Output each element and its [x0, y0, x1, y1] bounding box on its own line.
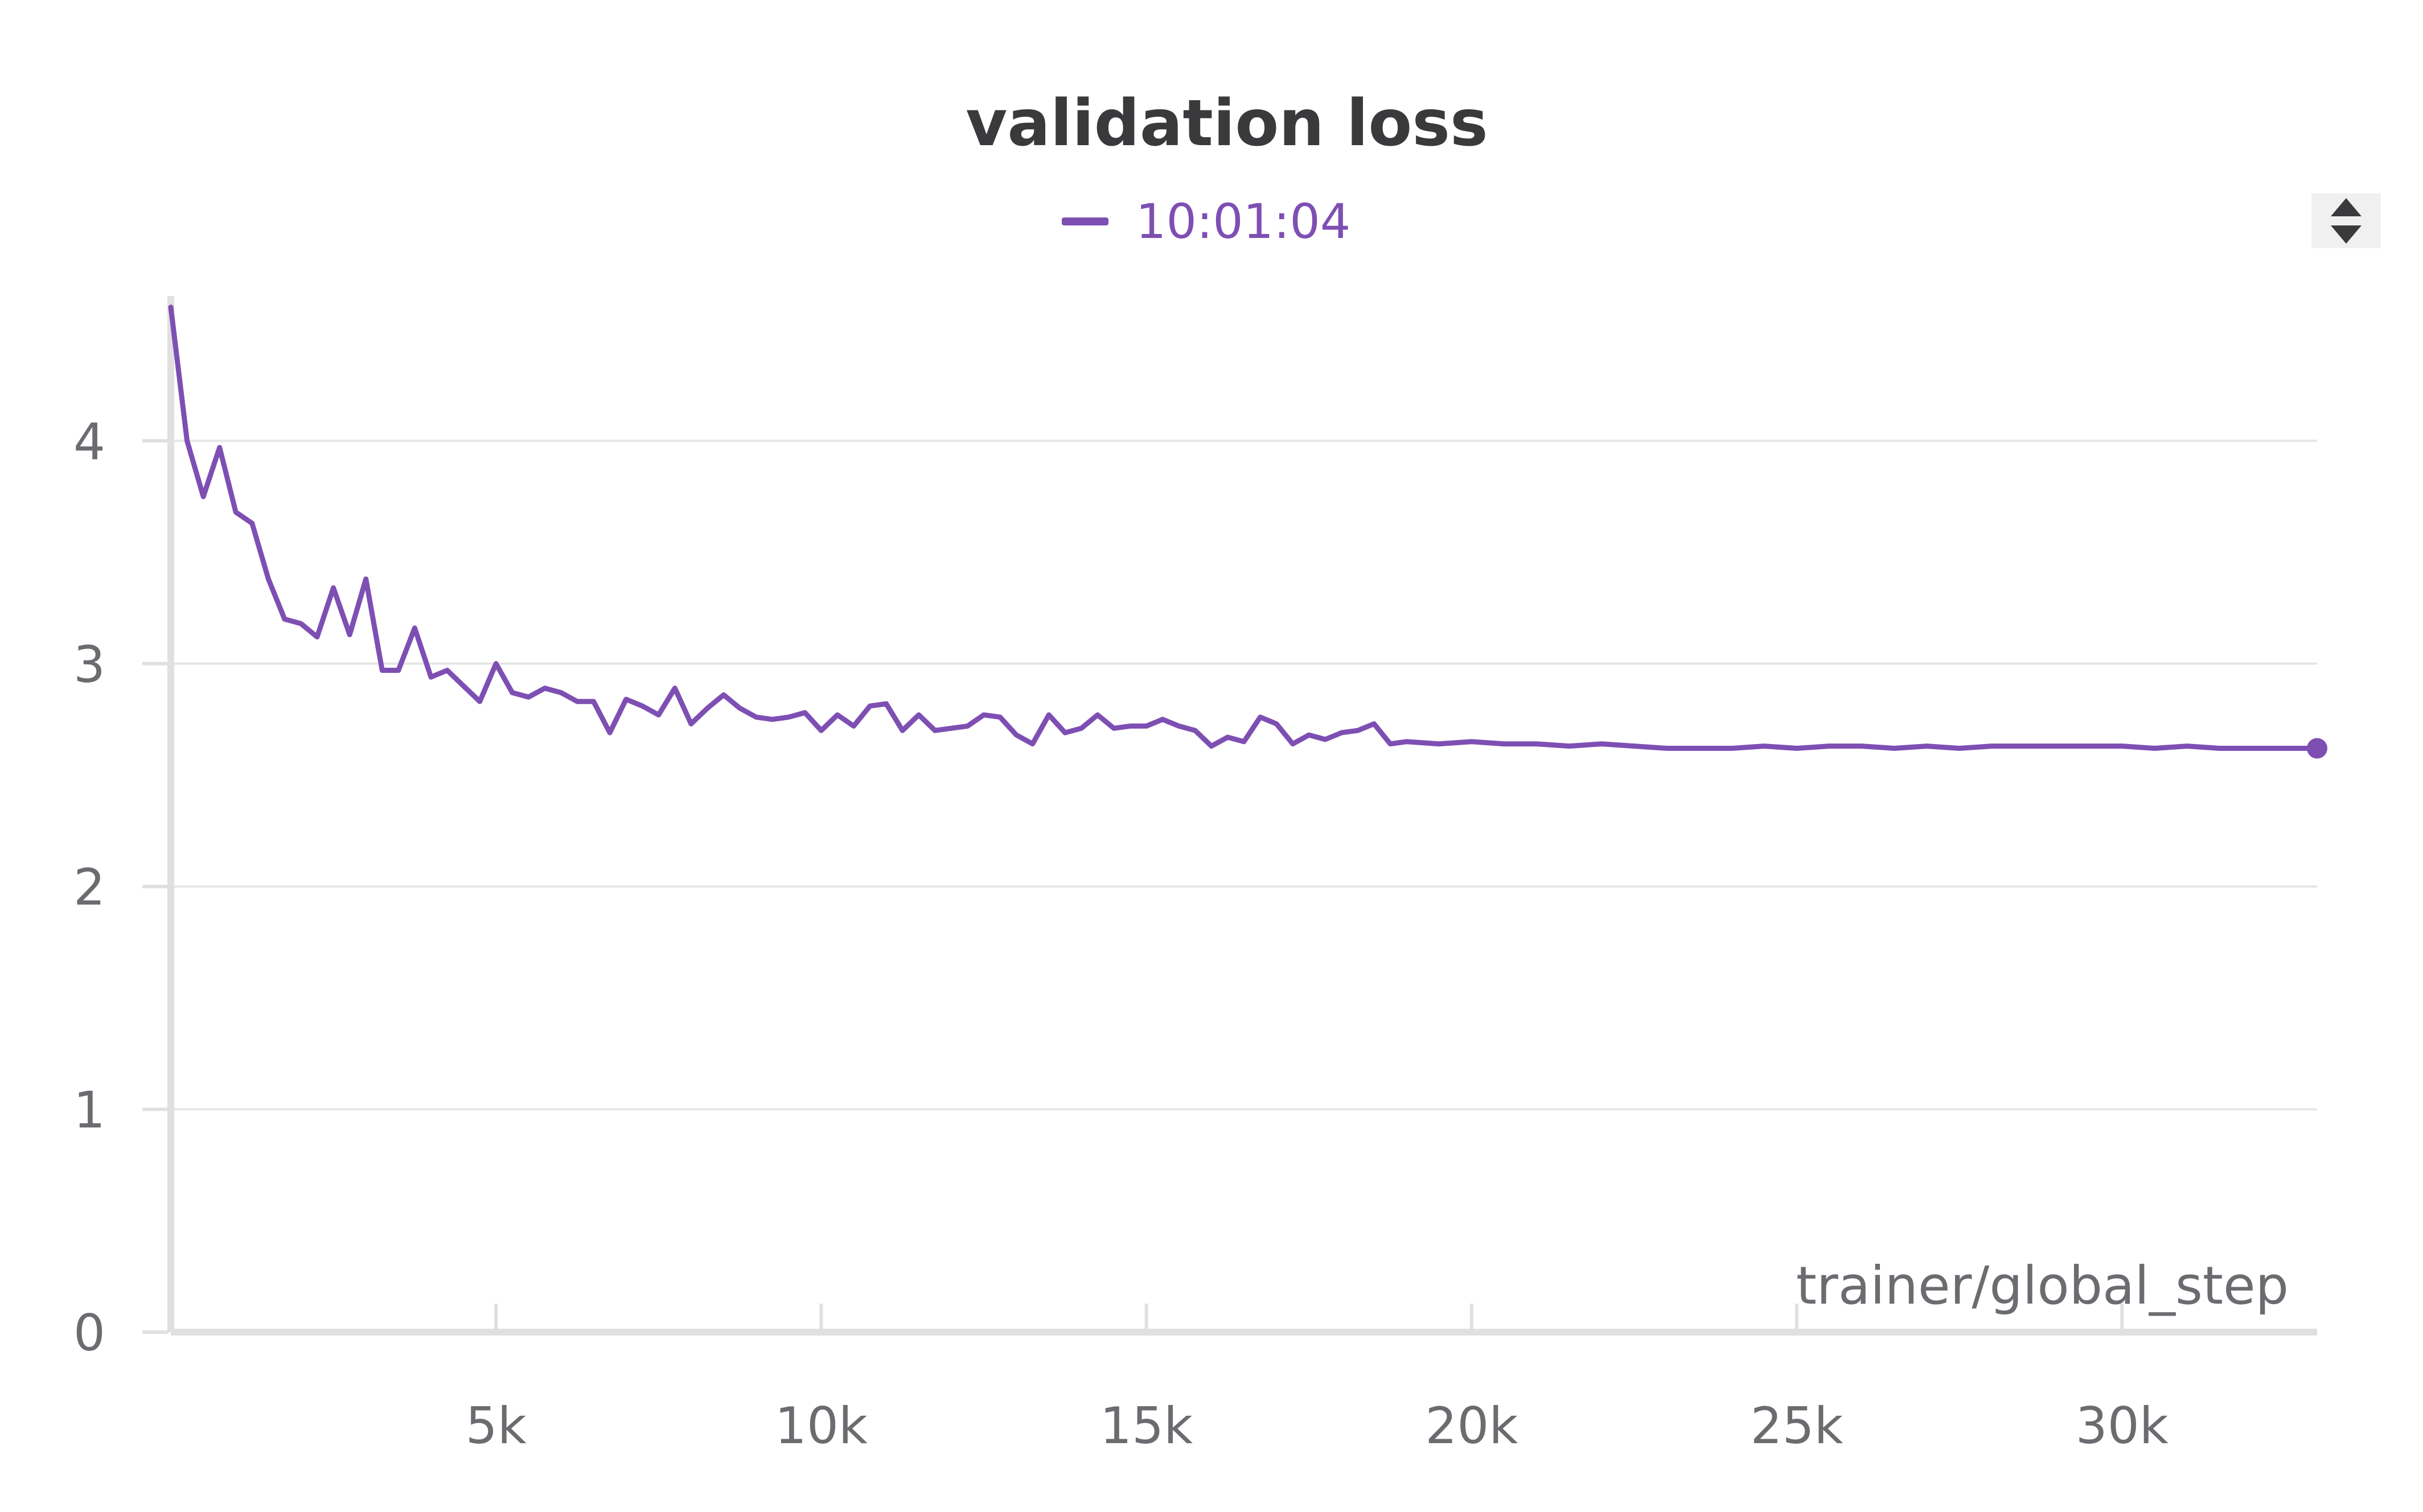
y-tick-label-1: 1: [73, 1081, 105, 1140]
series-end-point-0: [2307, 738, 2327, 759]
series-line-0: [168, 305, 2320, 751]
grid: [171, 439, 2317, 1111]
x-tick-label-2: 15k: [1100, 1396, 1193, 1455]
up-down-chevron-icon[interactable]: [2331, 198, 2362, 244]
x-tick-label-0: 5k: [466, 1396, 527, 1455]
y-tick-label-0: 0: [73, 1304, 105, 1362]
x-tick-label-4: 25k: [1751, 1396, 1843, 1455]
x-tick-label-5: 30k: [2076, 1396, 2169, 1455]
y-tick-label-4: 4: [73, 412, 105, 471]
chart-title: validation loss: [966, 87, 1488, 161]
legend: 10:01:04: [1062, 194, 1350, 249]
axes: [167, 296, 2317, 1336]
series-layer: [168, 305, 2327, 759]
legend-label: 10:01:04: [1136, 194, 1350, 249]
x-axis-label: trainer/global_step: [1796, 1255, 2289, 1316]
x-tick-label-3: 20k: [1425, 1396, 1518, 1455]
x-tick-label-1: 10k: [775, 1396, 868, 1455]
y-axis-ticks: 0 1 2 3 4: [73, 412, 169, 1362]
y-tick-label-2: 2: [73, 858, 105, 917]
y-tick-label-3: 3: [73, 635, 105, 694]
x-axis-ticks: 5k 10k 15k 20k 25k 30k: [466, 1304, 2169, 1455]
scroll-control[interactable]: [2311, 194, 2381, 248]
legend-swatch: [1062, 217, 1108, 225]
